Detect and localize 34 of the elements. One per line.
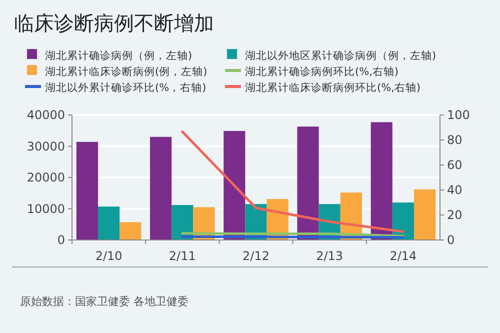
x-tick-label: 2/13 bbox=[316, 249, 344, 263]
y-tick-label: 40000 bbox=[26, 108, 65, 122]
x-tick-label: 2/11 bbox=[168, 249, 196, 263]
bar bbox=[297, 126, 319, 240]
legend-label: 湖北累计确诊病例环比(%,右轴) bbox=[245, 65, 399, 78]
y-tick-label: 20000 bbox=[26, 170, 65, 184]
y2-tick-label: 60 bbox=[447, 158, 462, 172]
bar bbox=[370, 122, 392, 240]
y-tick-label: 0 bbox=[57, 233, 65, 247]
y2-tick-label: 20 bbox=[447, 208, 462, 222]
bar bbox=[414, 189, 436, 240]
x-tick-label: 2/10 bbox=[95, 249, 122, 263]
bar bbox=[224, 130, 246, 240]
bar bbox=[76, 142, 98, 240]
y2-tick-label: 100 bbox=[447, 108, 470, 122]
legend-label: 湖北以外累计确诊环比(%，右轴) bbox=[45, 81, 206, 94]
x-tick-label: 2/12 bbox=[242, 249, 270, 263]
legend-label: 湖北累计临床诊断病例(例，左轴) bbox=[45, 65, 208, 78]
legend-label: 湖北累计临床诊断病例环比(%,右轴) bbox=[245, 81, 421, 94]
line-series bbox=[181, 130, 404, 233]
chart-title: 临床诊断病例不断增加 bbox=[14, 11, 214, 35]
bar bbox=[98, 206, 120, 240]
x-tick-label: 2/14 bbox=[390, 249, 417, 263]
y2-tick-label: 0 bbox=[447, 233, 455, 247]
y-tick-label: 10000 bbox=[26, 202, 65, 216]
y2-tick-label: 40 bbox=[447, 183, 462, 197]
bar bbox=[120, 222, 142, 240]
y2-tick-label: 80 bbox=[447, 133, 462, 147]
legend-label: 湖北以外地区累计确诊病例（例，左轴) bbox=[245, 49, 436, 62]
bar bbox=[150, 136, 172, 240]
text: 原始数据：国家卫健委 各地卫健委 bbox=[20, 295, 188, 308]
y-tick-label: 30000 bbox=[26, 139, 65, 154]
legend-label: 湖北累计确诊病例（例，左轴) bbox=[45, 49, 192, 62]
bar bbox=[172, 205, 194, 240]
